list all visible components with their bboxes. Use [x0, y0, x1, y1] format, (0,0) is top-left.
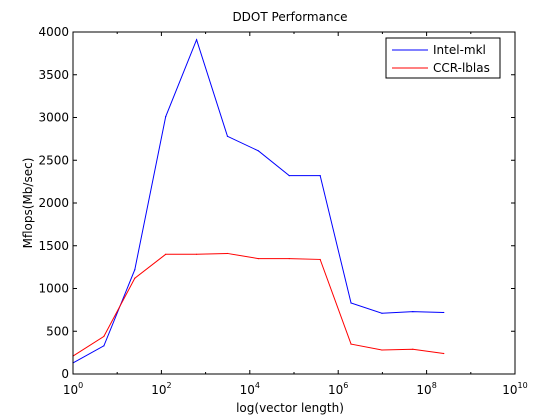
chart-title: DDOT Performance	[232, 10, 347, 24]
x-tick-base: 10	[416, 383, 431, 397]
x-tick-base: 10	[151, 383, 166, 397]
data-point-ccr-lblas	[257, 257, 259, 260]
data-point-intel-mkl	[103, 345, 105, 347]
data-point-intel-mkl	[412, 310, 414, 313]
data-point-ccr-lblas	[226, 252, 229, 255]
x-tick-label: 102	[151, 381, 171, 397]
x-tick-base: 10	[63, 383, 78, 397]
x-tick-exponent: 10	[518, 381, 528, 390]
legend-label-intel-mkl: Intel-mkl	[433, 43, 486, 57]
legend-label-ccr-lblas: CCR-lblas	[433, 61, 490, 75]
y-tick-label: 4000	[38, 25, 69, 39]
x-tick-exponent: 0	[78, 381, 83, 390]
data-point-intel-mkl	[381, 312, 383, 314]
y-tick-label: 3000	[38, 111, 69, 125]
x-tick-exponent: 6	[343, 381, 348, 390]
data-point-intel-mkl	[165, 116, 167, 118]
data-point-intel-mkl	[288, 175, 290, 177]
data-point-intel-mkl	[134, 269, 136, 271]
y-tick-label: 1000	[38, 282, 69, 296]
x-tick-exponent: 2	[166, 381, 171, 390]
data-point-intel-mkl	[226, 135, 229, 137]
x-axis-label: log(vector length)	[236, 401, 344, 415]
x-tick-label: 108	[416, 381, 436, 397]
x-tick-base: 10	[240, 383, 255, 397]
data-point-ccr-lblas	[443, 352, 445, 355]
legend-box	[385, 37, 501, 79]
data-point-ccr-lblas	[319, 258, 321, 261]
data-point-ccr-lblas	[381, 349, 383, 351]
x-tick-label: 100	[63, 381, 83, 397]
data-point-ccr-lblas	[165, 253, 167, 255]
legend: Intel-mkl CCR-lblas	[385, 37, 501, 79]
data-point-intel-mkl	[195, 39, 198, 41]
data-point-ccr-lblas	[412, 348, 414, 350]
data-point-ccr-lblas	[195, 253, 198, 255]
x-tick-label: 104	[240, 381, 260, 397]
y-axis-label: Mflops(Mb/sec)	[21, 158, 35, 249]
x-tick-exponent: 8	[432, 381, 437, 390]
series-layer	[72, 38, 445, 364]
data-point-intel-mkl	[319, 175, 321, 177]
data-point-ccr-lblas	[288, 257, 290, 260]
y-tick-label: 0	[61, 367, 69, 381]
x-tick-exponent: 4	[255, 381, 260, 390]
y-tick-label: 1500	[38, 239, 69, 253]
y-tick-label: 500	[46, 324, 69, 338]
x-tick-label: 1010	[502, 381, 527, 397]
x-tick-label: 106	[328, 381, 348, 397]
data-point-ccr-lblas	[350, 343, 352, 345]
x-tick-base: 10	[502, 383, 517, 397]
plot-area	[73, 32, 515, 374]
y-tick-label: 2500	[38, 153, 69, 167]
data-point-ccr-lblas	[103, 335, 105, 337]
data-point-intel-mkl	[350, 302, 352, 304]
y-tick-label: 3500	[38, 68, 69, 82]
data-point-intel-mkl	[443, 311, 445, 314]
x-tick-base: 10	[328, 383, 343, 397]
data-point-ccr-lblas	[134, 277, 136, 279]
y-tick-label: 2000	[38, 196, 69, 210]
data-point-intel-mkl	[257, 150, 259, 152]
plot-frame	[72, 31, 516, 375]
